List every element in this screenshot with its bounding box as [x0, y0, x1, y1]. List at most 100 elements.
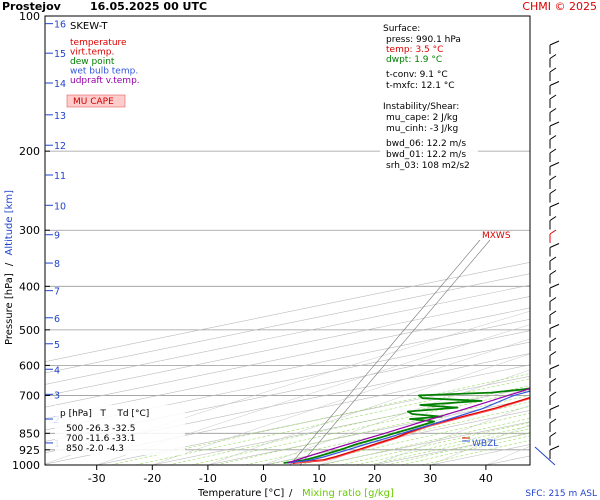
isotherm-line	[45, 353, 530, 454]
pressure-tick-label: 200	[19, 145, 40, 158]
instability-line: srh_03: 108 m2/s2	[386, 161, 470, 171]
wind-barb-flag	[549, 40, 560, 46]
pressure-tick-label: 700	[19, 389, 40, 402]
mixing-ratio-axis-title: Mixing ratio [g/kg]	[302, 488, 394, 499]
series-dew-point	[283, 387, 530, 464]
altitude-tick-label: 5	[54, 340, 60, 351]
temp-tick-label: -20	[143, 472, 161, 485]
pressure-tick-label: 925	[19, 444, 40, 457]
wind-barb-flag	[549, 81, 560, 86]
altitude-tick-label: 12	[54, 141, 66, 152]
altitude-tick-label: 6	[54, 314, 60, 325]
instability-line: mu_cape: 2 J/kg	[386, 113, 458, 123]
wind-barb-flag	[549, 445, 560, 451]
wind-barbs	[534, 40, 560, 466]
isotherm-line	[45, 296, 530, 397]
x-axis-separator: /	[289, 488, 293, 499]
altitude-tick-label: 10	[54, 201, 66, 212]
temp-tick-label: 10	[312, 472, 326, 485]
isotherm-line	[45, 364, 530, 465]
pressure-axis-title: Pressure [hPa] / Altitude [km]	[4, 190, 15, 345]
altitude-axis-label: Altitude [km]	[4, 190, 15, 256]
pressure-tick-label: 850	[19, 427, 40, 440]
copyright-label: CHMI © 2025	[522, 0, 597, 13]
isotherm-line	[45, 307, 530, 408]
series-udpraft-v-temp-	[287, 387, 530, 464]
dry-adiabat	[152, 338, 530, 465]
surface-line: press: 990.1 hPa	[386, 35, 461, 45]
isotherm-line	[45, 318, 530, 419]
sfc-label: SFC: 215 m ASL	[525, 489, 597, 499]
wind-barb-flag	[549, 216, 557, 221]
altitude-tick-label: 11	[54, 171, 66, 182]
wind-barb-flag	[549, 54, 557, 59]
datetime-title: 16.05.2025 00 UTC	[90, 0, 207, 13]
series-wet-bulb-temp-	[287, 390, 530, 464]
wind-barb-flag	[549, 121, 560, 127]
level-table-header: p [hPa] T Td [°C]	[60, 409, 149, 419]
wind-barb-flag	[549, 67, 557, 73]
instability-line: mu_cinh: -3 J/kg	[386, 124, 458, 134]
wind-barb-flag	[549, 432, 557, 437]
mu-cape-tag	[66, 94, 126, 108]
dry-adiabat	[374, 404, 530, 465]
tconv-value: t-conv: 9.1 °C	[386, 70, 448, 80]
mixing-ratio-line	[135, 378, 530, 465]
instability-line: bwd_01: 12.2 m/s	[386, 150, 466, 160]
legend-entry: udpraft v.temp.	[70, 76, 140, 86]
isotherm-line	[45, 330, 530, 431]
wind-barb-flag	[549, 243, 560, 248]
instability-line: bwd_06: 12.2 m/s	[386, 139, 466, 149]
axis-separator: /	[4, 262, 15, 266]
level-table-bg	[55, 405, 185, 455]
wind-barb-flag	[549, 364, 560, 370]
legend-entry: virt.temp.	[70, 48, 114, 58]
pressure-tick-label: 500	[19, 324, 40, 337]
mixing-ratio-line	[421, 439, 530, 465]
altitude-tick-label: 3	[54, 390, 60, 401]
pressure-axis-label: Pressure [hPa]	[4, 273, 15, 345]
level-table-row: 500 -26.3 -32.5	[66, 424, 135, 434]
mixing-ratio-line	[190, 389, 530, 465]
altitude-tick-label: 16	[54, 20, 66, 31]
wbzl-marker: WBZL	[472, 439, 498, 449]
station-title: Prostejov	[2, 0, 62, 13]
pressure-tick-label: 300	[19, 224, 40, 237]
wind-barb-flag	[549, 405, 560, 410]
dry-adiabat	[96, 324, 530, 465]
isotherm-line	[96, 375, 530, 465]
wind-barb-flag	[549, 351, 557, 356]
mu-cape-label: MU CAPE	[73, 97, 114, 107]
altitude-tick-label: 8	[54, 259, 60, 270]
wind-barb-flag	[549, 283, 560, 289]
wind-barb-flag	[549, 297, 557, 302]
temp-tick-label: -30	[88, 472, 106, 485]
surface-wind-barb	[534, 446, 556, 466]
surface-line: temp: 3.5 °C	[386, 45, 443, 55]
pressure-tick-label: 400	[19, 280, 40, 293]
wind-barb-flag	[549, 135, 557, 140]
pressure-tick-label: 1000	[12, 459, 40, 472]
wind-barb-flag	[549, 256, 557, 262]
level-table-row: 850 -2.0 -4.3	[66, 444, 124, 454]
mxws-line	[289, 239, 481, 465]
surface-title: Surface:	[383, 24, 420, 34]
wind-barb-flag	[549, 189, 557, 194]
altitude-tick-label: 7	[54, 287, 60, 298]
dry-adiabat	[207, 353, 530, 465]
tmxfc-value: t-mxfc: 12.1 °C	[386, 81, 455, 91]
axis-layer: 0.40.611.423468101214172025-80 °C-70-60-…	[12, 10, 493, 485]
skewt-label: SKEW-T	[70, 21, 108, 32]
info-panel	[380, 20, 478, 168]
temp-tick-label: -10	[199, 472, 217, 485]
wind-barb-flag	[549, 310, 557, 316]
altitude-tick-label: 15	[54, 49, 66, 60]
wind-barb-flag	[549, 337, 557, 343]
reference-line	[299, 239, 491, 465]
legend-entry: temperature	[70, 38, 127, 48]
altitude-tick-label: 9	[54, 231, 60, 242]
